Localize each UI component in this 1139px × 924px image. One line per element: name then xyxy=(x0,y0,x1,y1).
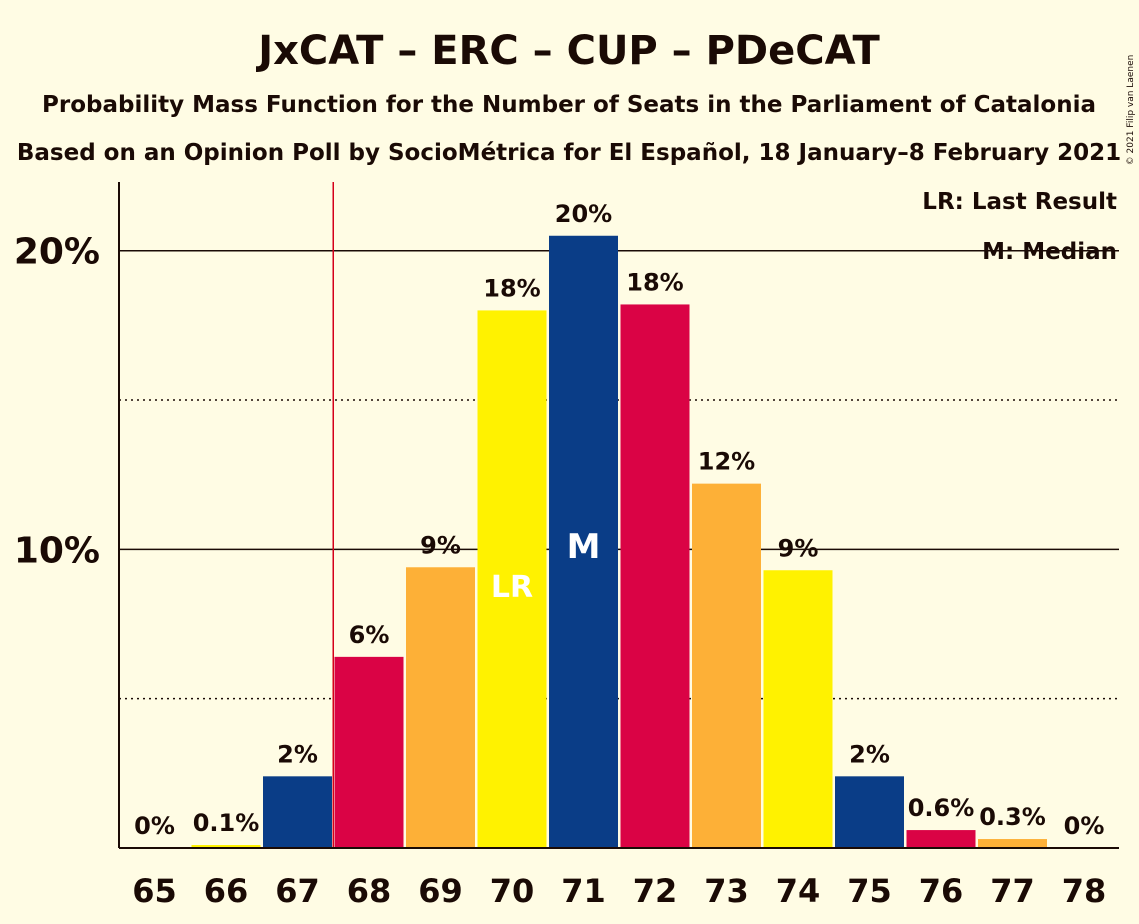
data-label: 18% xyxy=(483,274,540,302)
x-tick-label: 76 xyxy=(919,872,964,910)
data-label: 9% xyxy=(420,531,461,559)
copyright-text: © 2021 Filip van Laenen xyxy=(1126,55,1136,166)
chart-subtitle: Probability Mass Function for the Number… xyxy=(42,92,1096,118)
y-tick-label: 10% xyxy=(14,530,100,571)
legend-last-result: LR: Last Result xyxy=(922,189,1117,215)
data-labels: 0% 0.1% 2% 6% 9% 18% 20% 18% 12% 9% 2% 0.6% 0.3% 0% LR… xyxy=(134,200,1104,840)
x-tick-label: 73 xyxy=(704,872,749,910)
x-tick-label: 70 xyxy=(490,872,535,910)
x-tick-label: 66 xyxy=(204,872,249,910)
data-label: 20% xyxy=(555,200,612,228)
bar xyxy=(191,845,261,848)
x-tick-label: 74 xyxy=(776,872,821,910)
data-label: 0% xyxy=(134,812,175,840)
bar xyxy=(620,304,690,848)
bar xyxy=(692,483,761,848)
chart-title: JxCAT – ERC – CUP – PDeCAT xyxy=(255,28,880,74)
axes: 10% 20% 65 66 67 68 69 70 71 72 73 74 75 76 77 78 xyxy=(14,182,1119,910)
data-label: 0.6% xyxy=(908,794,975,822)
y-tick-label: 20% xyxy=(14,232,100,273)
x-tick-label: 72 xyxy=(633,872,678,910)
chart-source: Based on an Opinion Poll by SocioMétrica… xyxy=(17,140,1121,166)
x-tick-label: 69 xyxy=(418,872,463,910)
x-tick-label: 75 xyxy=(847,872,892,910)
data-label: 12% xyxy=(698,448,755,476)
median-marker: M xyxy=(567,527,601,567)
x-tick-label: 71 xyxy=(561,872,606,910)
bar xyxy=(549,235,618,849)
data-label: 6% xyxy=(349,621,390,649)
x-tick-label: 77 xyxy=(990,872,1035,910)
data-label: 18% xyxy=(626,268,683,296)
bar xyxy=(835,776,904,848)
data-label: 2% xyxy=(277,740,318,768)
bar xyxy=(406,567,475,848)
grid-lines xyxy=(119,249,1119,700)
x-tick-label: 67 xyxy=(275,872,320,910)
data-label: 0.1% xyxy=(193,809,260,837)
x-tick-label: 78 xyxy=(1062,872,1107,910)
bar xyxy=(763,570,833,848)
data-label: 2% xyxy=(849,740,890,768)
bar xyxy=(263,776,332,848)
legend-median: M: Median xyxy=(982,239,1117,265)
bar xyxy=(978,839,1047,848)
data-label: 0% xyxy=(1064,812,1105,840)
bar xyxy=(906,830,976,848)
x-tick-label: 68 xyxy=(347,872,392,910)
bar-series xyxy=(191,182,1047,849)
data-label: 9% xyxy=(778,534,819,562)
bar xyxy=(477,310,547,849)
data-label: 0.3% xyxy=(979,803,1046,831)
last-result-marker: LR xyxy=(491,570,533,605)
bar xyxy=(334,656,404,848)
x-tick-label: 65 xyxy=(132,872,177,910)
